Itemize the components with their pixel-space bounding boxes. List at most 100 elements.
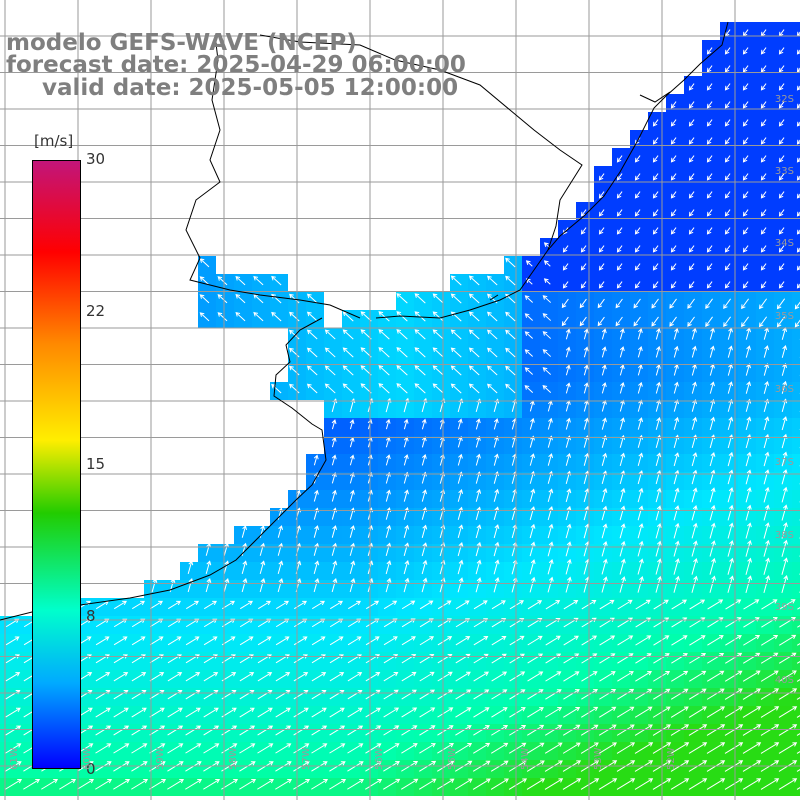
wind-arrow bbox=[543, 278, 551, 285]
wind-arrow bbox=[257, 636, 272, 646]
wind-arrow bbox=[691, 399, 698, 412]
wind-arrow bbox=[652, 173, 659, 181]
wind-arrow bbox=[421, 577, 428, 593]
wind-arrow bbox=[257, 779, 275, 790]
wind-arrow bbox=[95, 743, 112, 754]
wind-arrow bbox=[403, 524, 410, 538]
wind-arrow bbox=[324, 383, 336, 394]
wind-arrow bbox=[652, 119, 659, 127]
wind-arrow bbox=[760, 83, 767, 91]
wind-arrow bbox=[547, 576, 554, 593]
wind-arrow bbox=[486, 329, 498, 340]
wind-arrow bbox=[468, 383, 480, 394]
wind-arrow bbox=[637, 328, 643, 340]
wind-arrow bbox=[724, 742, 744, 754]
wind-arrow bbox=[365, 743, 382, 754]
wind-arrow bbox=[23, 779, 41, 790]
wind-arrow bbox=[778, 281, 785, 289]
wind-arrow bbox=[742, 227, 749, 235]
forecast-date: forecast date: 2025-04-29 06:00:00 bbox=[6, 52, 466, 78]
wind-arrow bbox=[437, 671, 453, 682]
wind-arrow bbox=[468, 311, 480, 322]
wind-arrow bbox=[167, 636, 182, 646]
wind-arrow bbox=[547, 506, 554, 521]
wind-arrow bbox=[419, 671, 435, 682]
wind-arrow bbox=[378, 347, 390, 358]
wind-arrow bbox=[565, 576, 572, 593]
wind-arrow bbox=[383, 671, 399, 682]
wind-arrow bbox=[580, 742, 599, 754]
wind-arrow bbox=[527, 707, 544, 718]
wind-arrow bbox=[419, 600, 434, 610]
wind-arrow bbox=[688, 281, 695, 289]
wind-arrow bbox=[493, 577, 500, 593]
wind-arrow bbox=[778, 137, 785, 145]
wind-arrow bbox=[493, 541, 500, 557]
wind-arrow bbox=[688, 155, 695, 163]
wind-arrow bbox=[542, 313, 552, 321]
wind-speed-cell bbox=[792, 256, 800, 274]
wind-arrow bbox=[637, 399, 643, 412]
wind-arrow bbox=[562, 281, 569, 289]
wind-arrow bbox=[598, 778, 618, 790]
wind-arrow bbox=[113, 725, 130, 736]
wind-arrow bbox=[217, 312, 228, 322]
wind-arrow bbox=[742, 724, 762, 736]
wind-arrow bbox=[563, 600, 579, 610]
wind-arrow bbox=[403, 542, 410, 557]
wind-arrow bbox=[475, 559, 482, 575]
wind-arrow bbox=[727, 398, 734, 412]
wind-arrow bbox=[652, 281, 659, 289]
wind-arrow bbox=[637, 452, 644, 467]
wind-arrow bbox=[311, 672, 327, 682]
wind-arrow bbox=[637, 487, 644, 503]
wind-arrow bbox=[580, 245, 587, 253]
wind-arrow bbox=[781, 557, 789, 575]
wind-arrow bbox=[655, 452, 662, 467]
wind-arrow bbox=[543, 260, 551, 267]
wind-arrow bbox=[760, 191, 767, 199]
wind-arrow bbox=[671, 670, 689, 682]
wind-arrow bbox=[400, 778, 419, 790]
wind-arrow bbox=[289, 365, 300, 376]
wind-arrow bbox=[95, 725, 112, 736]
wind-arrow bbox=[583, 452, 590, 466]
wind-arrow bbox=[217, 276, 228, 286]
wind-arrow bbox=[349, 542, 356, 556]
wind-arrow bbox=[619, 487, 626, 503]
wind-arrow bbox=[149, 743, 166, 754]
wind-arrow bbox=[508, 742, 527, 754]
wind-arrow bbox=[331, 542, 338, 556]
wind-arrow bbox=[342, 365, 354, 376]
wind-arrow bbox=[253, 275, 264, 286]
wind-arrow bbox=[760, 173, 767, 181]
wind-arrow bbox=[599, 671, 616, 682]
wind-arrow bbox=[689, 599, 706, 610]
wind-arrow bbox=[311, 725, 328, 736]
lon-label: 56W bbox=[374, 747, 385, 770]
wind-arrow bbox=[167, 672, 183, 682]
wind-arrow bbox=[763, 522, 770, 539]
wind-arrow bbox=[760, 65, 767, 73]
wind-arrow bbox=[763, 345, 770, 358]
wind-arrow bbox=[493, 435, 499, 448]
wind-arrow bbox=[709, 504, 716, 521]
wind-arrow bbox=[450, 347, 462, 358]
wind-speed-cell bbox=[792, 652, 800, 670]
wind-arrow bbox=[524, 385, 534, 393]
wind-arrow bbox=[545, 707, 563, 718]
wind-arrow bbox=[131, 707, 147, 718]
wind-arrow bbox=[151, 578, 158, 593]
wind-arrow bbox=[257, 707, 273, 718]
wind-arrow bbox=[547, 488, 554, 503]
wind-arrow bbox=[509, 724, 527, 736]
wind-arrow bbox=[758, 316, 768, 328]
wind-arrow bbox=[724, 263, 731, 271]
wind-arrow bbox=[745, 451, 752, 467]
wind-arrow bbox=[670, 173, 677, 181]
wind-arrow bbox=[760, 652, 779, 664]
wind-arrow bbox=[619, 523, 626, 539]
wind-arrow bbox=[655, 345, 661, 358]
lon-label: 60W bbox=[82, 747, 93, 770]
